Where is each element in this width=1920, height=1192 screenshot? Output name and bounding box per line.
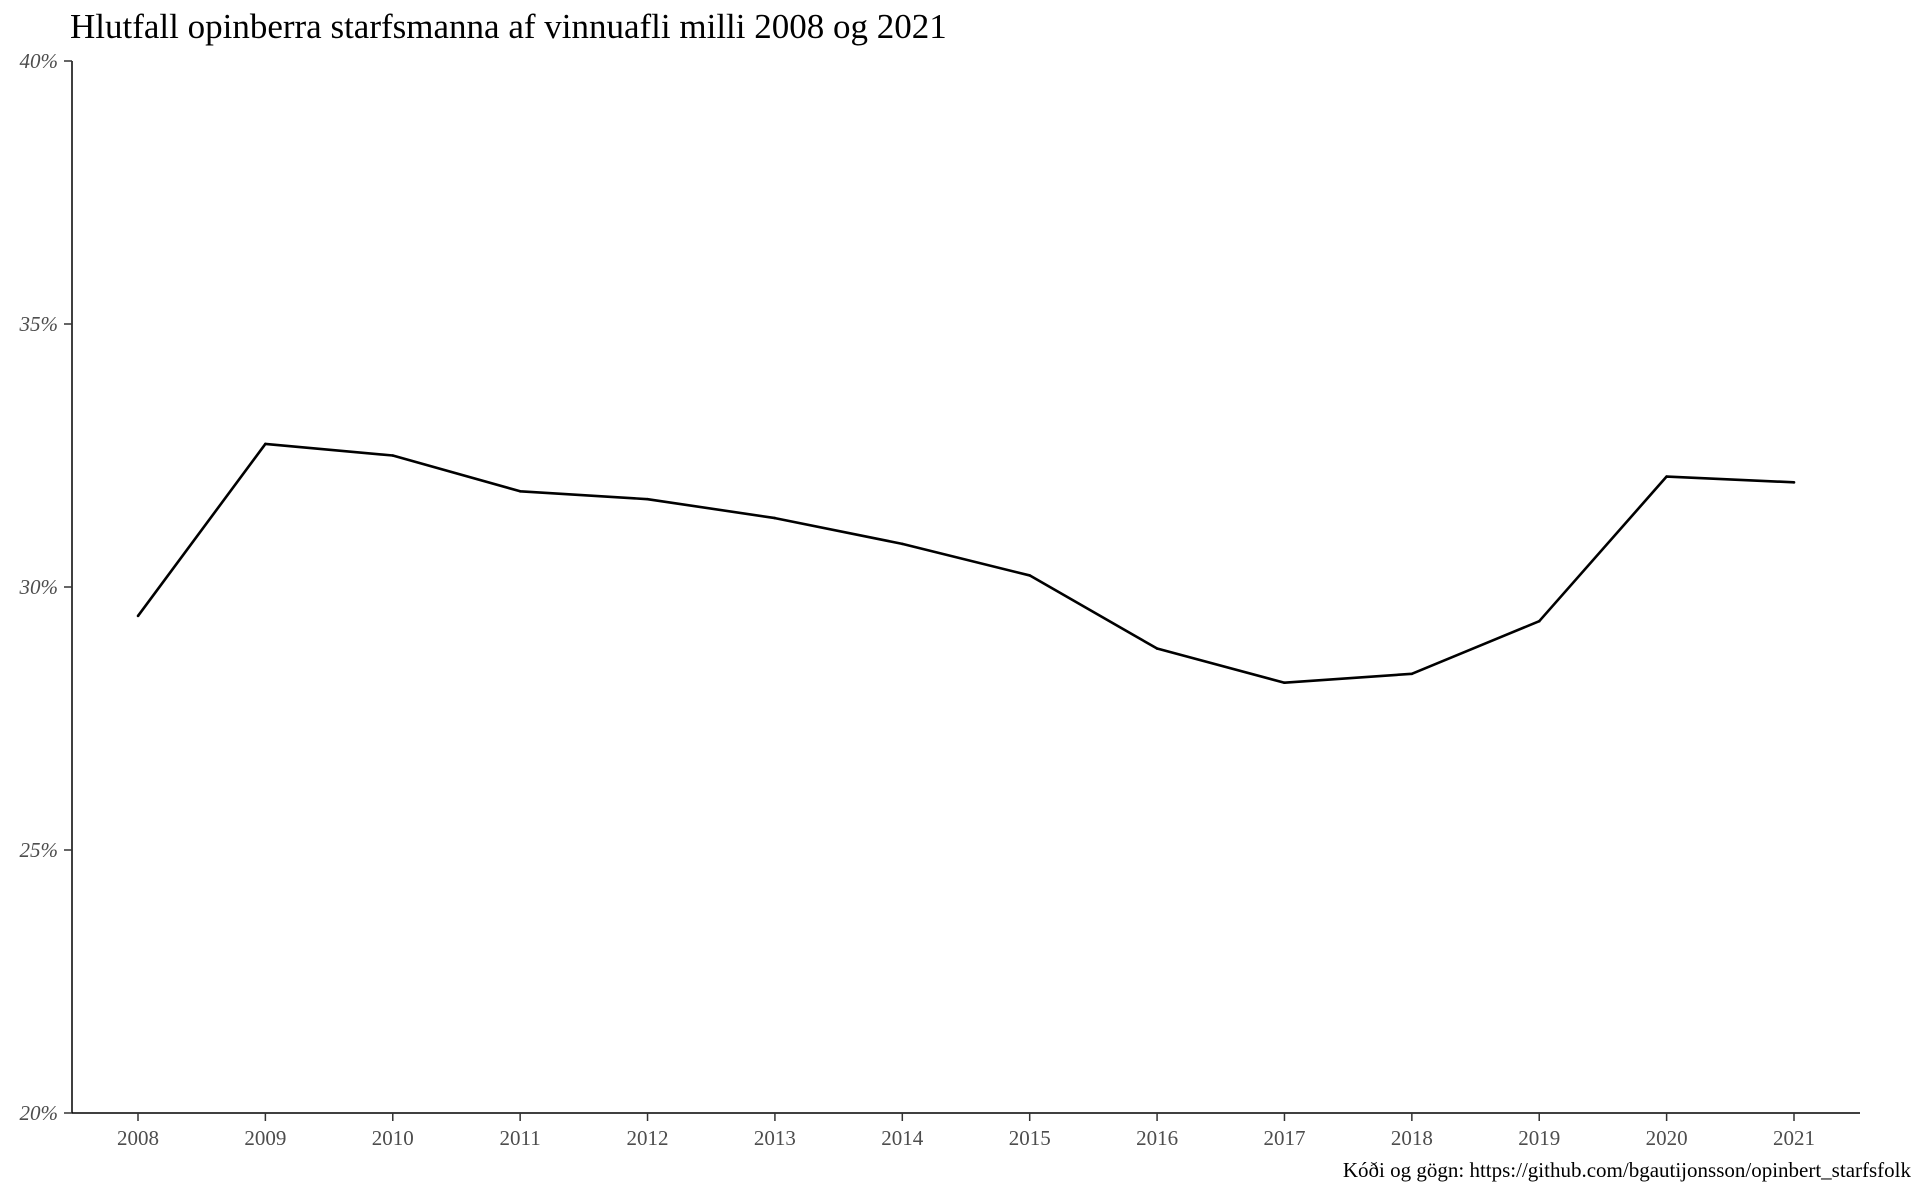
data-point bbox=[1283, 681, 1286, 685]
data-point bbox=[1665, 475, 1668, 478]
data-point bbox=[1410, 672, 1414, 676]
series-layer bbox=[136, 442, 1796, 685]
y-tick-label: 35% bbox=[19, 312, 59, 336]
x-tick-label: 2010 bbox=[372, 1126, 414, 1150]
y-tick-label: 25% bbox=[20, 838, 59, 862]
x-tick-label: 2008 bbox=[117, 1126, 159, 1150]
x-tick-label: 2014 bbox=[881, 1126, 924, 1150]
data-point bbox=[264, 442, 267, 446]
x-tick-label: 2013 bbox=[754, 1126, 796, 1150]
data-point bbox=[1028, 574, 1031, 577]
data-point bbox=[1155, 647, 1159, 650]
data-point bbox=[646, 497, 649, 501]
chart-title: Hlutfall opinberra starfsmanna af vinnua… bbox=[70, 7, 947, 46]
x-tick-label: 2017 bbox=[1263, 1126, 1305, 1150]
y-tick-label: 20% bbox=[20, 1101, 59, 1125]
x-tick-label: 2016 bbox=[1136, 1126, 1178, 1150]
x-tick-label: 2012 bbox=[627, 1126, 669, 1150]
y-tick-label: 30% bbox=[19, 575, 59, 599]
data-point bbox=[1537, 619, 1541, 623]
data-point bbox=[136, 614, 140, 618]
series-line bbox=[136, 442, 1795, 685]
data-point bbox=[901, 542, 904, 546]
x-axis-ticks: 2008 2009 2010 2011 2012 2013 2014 2015 2016 2017… bbox=[117, 1113, 1815, 1150]
y-axis-ticks: 20% 25% 30% 35% 40% bbox=[19, 49, 72, 1125]
x-tick-label: 2011 bbox=[500, 1126, 541, 1150]
x-tick-label: 2009 bbox=[244, 1126, 286, 1150]
data-point bbox=[773, 516, 777, 520]
y-tick-label: 40% bbox=[20, 49, 59, 73]
chart-caption: Kóði og gögn: https://github.com/bgautij… bbox=[1343, 1158, 1912, 1182]
x-tick-label: 2021 bbox=[1773, 1126, 1815, 1150]
x-tick-label: 2019 bbox=[1518, 1126, 1560, 1150]
x-tick-label: 2018 bbox=[1391, 1126, 1433, 1150]
x-tick-label: 2015 bbox=[1009, 1126, 1051, 1150]
data-point bbox=[391, 454, 395, 457]
data-point bbox=[518, 489, 522, 493]
x-tick-label: 2020 bbox=[1646, 1126, 1688, 1150]
data-point bbox=[1792, 481, 1796, 484]
